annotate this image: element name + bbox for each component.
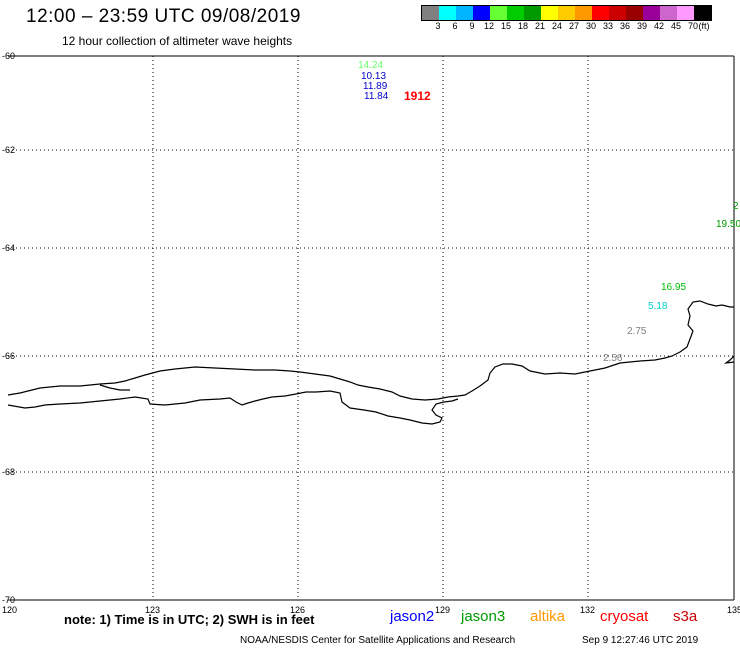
latitude-tick-label: -70 — [2, 595, 15, 605]
credit-text: NOAA/NESDIS Center for Satellite Applica… — [240, 635, 516, 646]
legend-label: 36 — [619, 21, 631, 31]
legend-swatch — [456, 6, 473, 20]
satellite-cryosat: cryosat — [600, 608, 649, 625]
obs-label: 11.84 — [364, 91, 389, 102]
legend-swatch — [643, 6, 660, 20]
longitude-tick-label: 120 — [2, 605, 17, 615]
latitude-tick-label: -60 — [2, 51, 15, 61]
legend-swatch — [677, 6, 694, 20]
legend-label: 39 — [636, 21, 648, 31]
legend-swatch — [592, 6, 609, 20]
legend-labels: 3 6 9 12 15 18 21 24 27 30 33 36 39 42 45 70 (ft) — [421, 21, 740, 33]
obs-label: 1912 — [404, 89, 431, 103]
legend-swatch — [541, 6, 558, 20]
legend-swatch — [439, 6, 456, 20]
footer-note: note: 1) Time is in UTC; 2) SWH is in fe… — [64, 612, 315, 627]
legend-label: 21 — [534, 21, 546, 31]
obs-label: 19.50 — [716, 219, 740, 230]
latitude-tick-label: -66 — [2, 351, 15, 361]
legend-label: 3 — [435, 21, 441, 31]
legend-swatch — [524, 6, 541, 20]
legend-swatch — [507, 6, 524, 20]
legend-label: 27 — [568, 21, 580, 31]
latitude-tick-label: -68 — [2, 467, 15, 477]
coastline-edge — [99, 384, 130, 391]
obs-label: 2 — [733, 201, 739, 212]
legend-swatch — [422, 6, 439, 20]
obs-label: 14.24 — [358, 60, 383, 71]
legend-label: 18 — [517, 21, 529, 31]
generated-timestamp: Sep 9 12:27:46 UTC 2019 — [582, 635, 699, 646]
legend-label: 42 — [653, 21, 665, 31]
latitude-tick-label: -64 — [2, 243, 15, 253]
longitude-tick-label: 132 — [580, 605, 595, 615]
obs-label: 16.95 — [661, 282, 686, 293]
legend-label: 70 — [687, 21, 699, 31]
legend-label: 33 — [602, 21, 614, 31]
longitude-tick-label: 129 — [435, 605, 450, 615]
obs-label: 2.56 — [603, 353, 623, 364]
obs-label: 2.75 — [627, 326, 647, 337]
legend-label: 45 — [670, 21, 682, 31]
page-subtitle: 12 hour collection of altimeter wave hei… — [62, 34, 293, 48]
legend-swatch — [694, 6, 711, 20]
legend-label: 15 — [500, 21, 512, 31]
satellite-jason2: jason2 — [390, 608, 435, 625]
graticule: 120 123 126 129 132 135 -60 -62 -64 -66 -68 -70 — [2, 51, 740, 615]
legend-label: 30 — [585, 21, 597, 31]
coastline — [7, 300, 734, 401]
satellite-altika: altika — [530, 608, 566, 625]
legend-label: (ft) — [698, 21, 710, 31]
obs-label: 10.13 — [361, 71, 386, 82]
latitude-tick-label: -62 — [2, 145, 15, 155]
coastline-inlet — [7, 390, 459, 425]
legend-label: 6 — [452, 21, 458, 31]
legend-label: 24 — [551, 21, 563, 31]
legend-swatch — [609, 6, 626, 20]
color-legend — [421, 5, 712, 21]
legend-swatch — [473, 6, 490, 20]
coastline-island — [723, 355, 735, 364]
longitude-tick-label: 123 — [145, 605, 160, 615]
satellite-s3a: s3a — [673, 608, 698, 625]
legend-label: 9 — [469, 21, 475, 31]
obs-label: 5.18 — [648, 301, 668, 312]
obs-label: 11.89 — [363, 81, 388, 92]
legend-swatch — [575, 6, 592, 20]
longitude-tick-label: 135 — [727, 605, 740, 615]
legend-swatch — [660, 6, 677, 20]
satellite-jason3: jason3 — [461, 608, 506, 625]
legend-swatch — [490, 6, 507, 20]
legend-swatch — [558, 6, 575, 20]
legend-label: 12 — [483, 21, 495, 31]
page-title: 12:00 – 23:59 UTC 09/08/2019 — [26, 6, 301, 27]
longitude-tick-label: 126 — [290, 605, 305, 615]
legend-swatch — [626, 6, 643, 20]
